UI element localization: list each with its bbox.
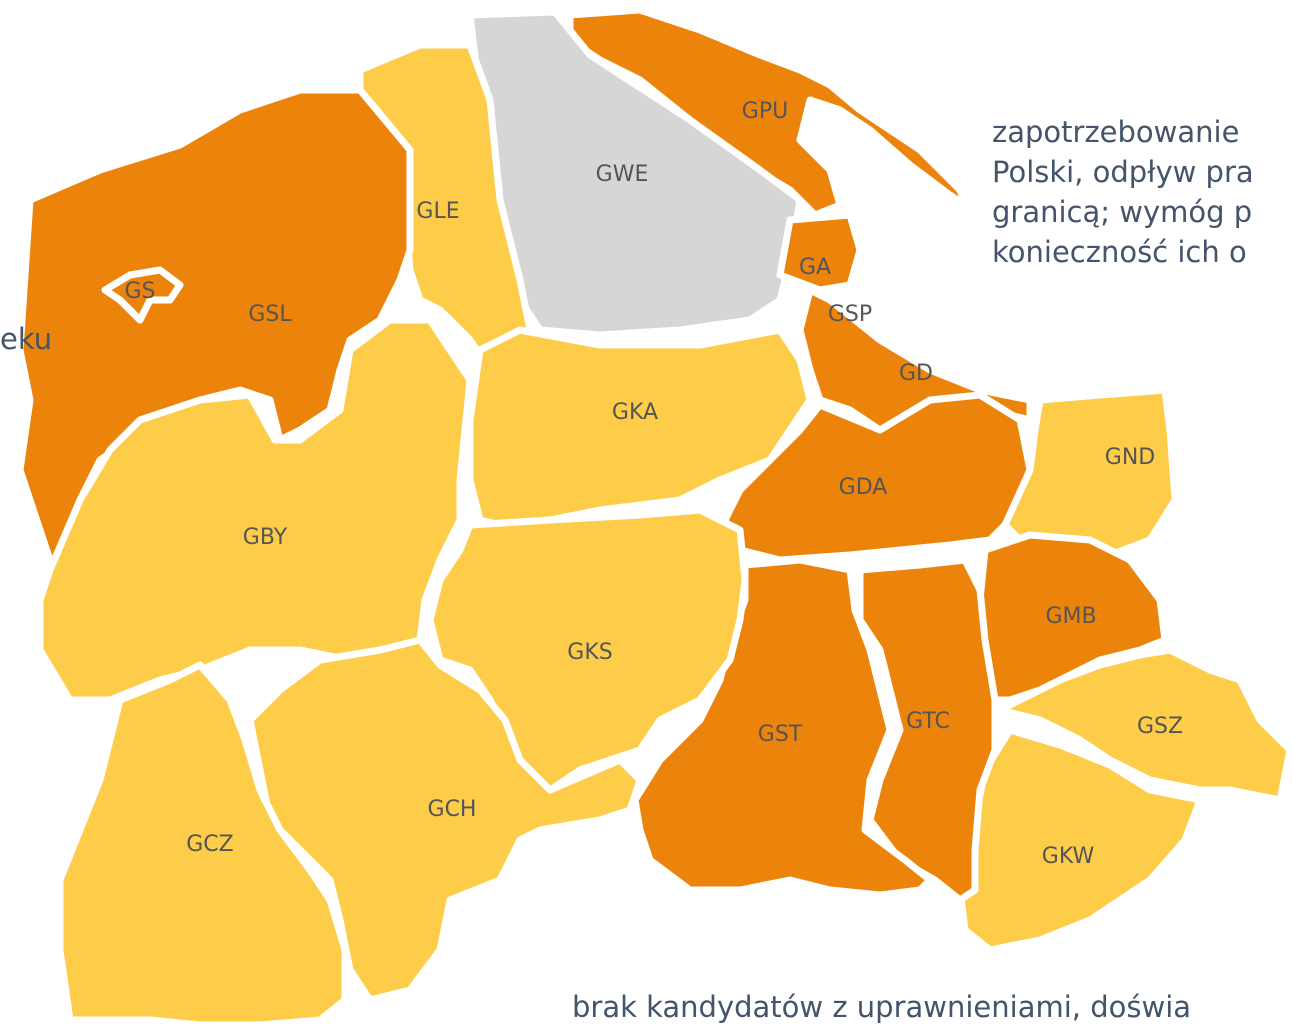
region-label: GPU [742, 99, 788, 124]
region-label: GKW [1042, 844, 1095, 869]
note-line: granicą; wymóg p [992, 195, 1253, 229]
note-bottom: brak kandydatów z uprawnieniami, doświa [572, 990, 1192, 1024]
region-label: GTC [906, 709, 950, 734]
region [996, 646, 1294, 804]
note-line: zapotrzebowanie [992, 115, 1240, 149]
region [721, 391, 1034, 564]
region-label: GBY [243, 525, 288, 550]
note-left: eku [0, 322, 53, 356]
region-label: GND [1105, 445, 1155, 470]
region-label: GD [899, 361, 933, 386]
region [631, 556, 934, 899]
region-label: GDA [839, 475, 888, 500]
note-line: konieczność ich o [992, 235, 1247, 269]
region [426, 506, 749, 794]
region-label: GLE [416, 199, 459, 224]
region-label: GKS [567, 640, 612, 665]
region-label: GST [758, 722, 803, 747]
region [856, 556, 999, 904]
region-label: GSP [828, 302, 872, 327]
region-label: GSZ [1137, 714, 1183, 739]
region-label: GKA [612, 400, 658, 425]
region [56, 661, 349, 1029]
region [466, 326, 814, 534]
region-label: GS [124, 279, 155, 304]
region [776, 211, 864, 294]
region-label: GA [799, 255, 831, 280]
region-label: GCH [428, 797, 477, 822]
region [101, 266, 184, 324]
region [36, 316, 474, 704]
region-label: GMB [1045, 604, 1096, 629]
region-label: GSL [248, 302, 292, 327]
region-label: GCZ [186, 832, 233, 857]
region-label: GWE [596, 162, 649, 187]
note-right: zapotrzebowanie Polski, odpływ pra grani… [992, 112, 1254, 272]
note-line: Polski, odpływ pra [992, 155, 1254, 189]
